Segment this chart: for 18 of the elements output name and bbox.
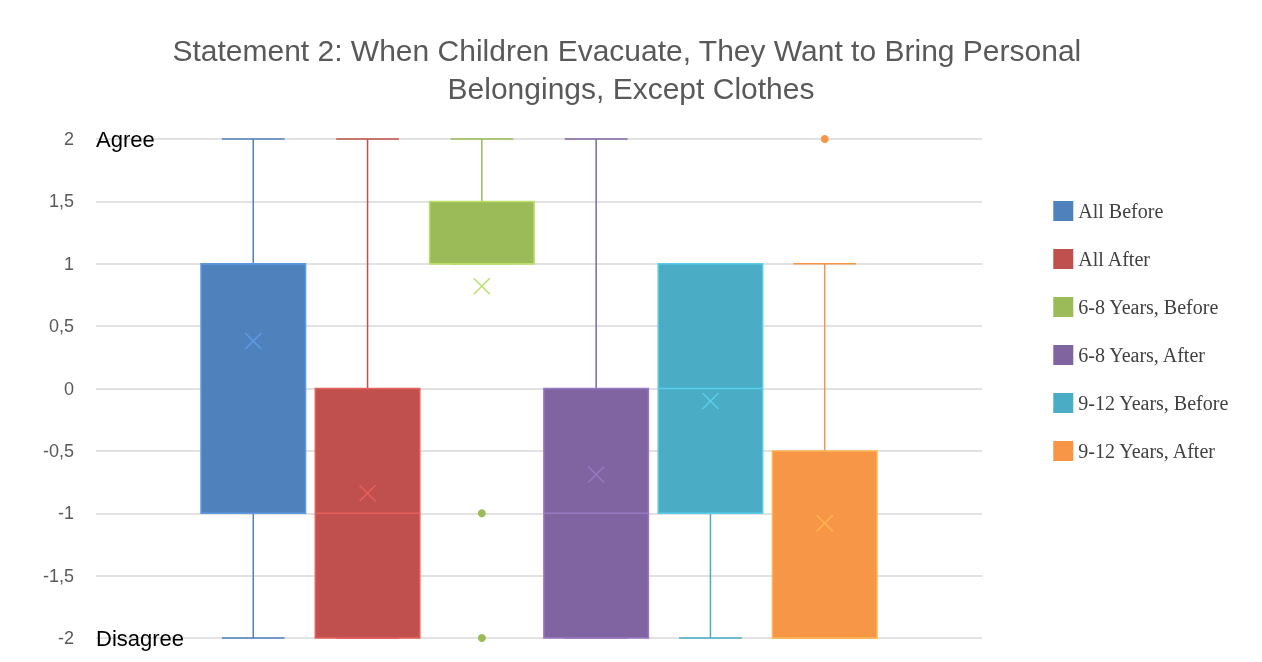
annotation: Disagree	[96, 625, 185, 651]
legend-label: 9-12 Years, Before	[1078, 392, 1229, 414]
y-tick-label: -2	[57, 628, 74, 648]
y-tick-label: -0,5	[42, 440, 74, 461]
y-tick-label: 0	[63, 378, 74, 399]
y-tick-label: 1	[63, 253, 74, 274]
y-tick-label: -1,5	[42, 565, 74, 586]
y-tick-label: 1,5	[48, 191, 74, 212]
legend-label: 6-8 Years, After	[1078, 344, 1206, 366]
y-tick-label: 2	[63, 129, 74, 149]
legend-label: 6-8 Years, Before	[1078, 296, 1219, 318]
legend-label: All Before	[1078, 200, 1164, 222]
legend-label: All After	[1078, 248, 1151, 270]
y-tick-label: 0,5	[48, 316, 74, 337]
y-tick-label: -1	[57, 503, 74, 524]
annotation: Agree	[96, 126, 155, 152]
legend-label: 9-12 Years, After	[1078, 440, 1216, 462]
chart-title: Statement 2: When Children Evacuate, They Want to Bring Personal Belongings, Except Clothes	[172, 33, 1090, 105]
